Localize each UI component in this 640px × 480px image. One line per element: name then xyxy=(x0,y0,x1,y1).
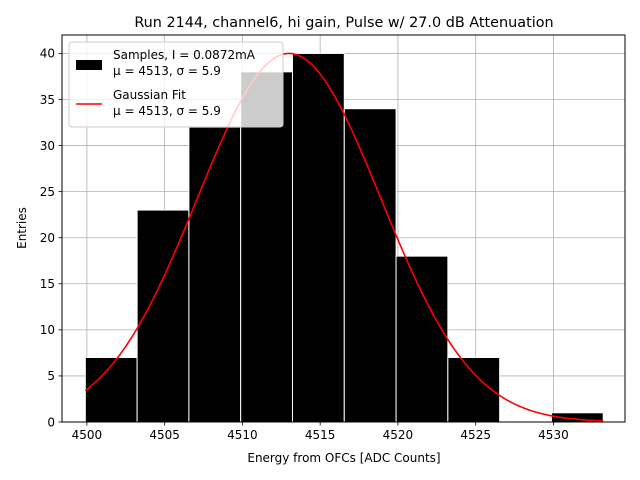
y-tick-label: 35 xyxy=(40,93,55,107)
fit-curve-group xyxy=(84,52,604,422)
histogram-bar xyxy=(240,71,293,423)
y-tick-label: 40 xyxy=(40,47,55,61)
histogram-bar xyxy=(188,126,242,423)
x-tick-label: 4520 xyxy=(383,428,414,442)
x-tick-label: 4510 xyxy=(227,428,258,442)
histogram-bar xyxy=(343,108,397,423)
legend-histogram-stats: μ = 4513, σ = 5.9 xyxy=(113,64,221,78)
y-tick-label: 15 xyxy=(40,277,55,291)
plot-frame xyxy=(61,34,626,423)
x-axis-label: Energy from OFCs [ADC Counts] xyxy=(247,451,440,465)
y-tick-label: 20 xyxy=(40,231,55,245)
x-tick-label: 4500 xyxy=(72,428,103,442)
histogram-bar xyxy=(291,52,345,423)
legend: Samples, I = 0.0872mA μ = 4513, σ = 5.9 … xyxy=(68,41,284,128)
x-tick-label: 4530 xyxy=(538,428,569,442)
x-tick-label: 4505 xyxy=(149,428,180,442)
x-axis-ticks: 4500 4505 4510 4515 4520 4525 4530 xyxy=(72,422,569,442)
legend-histogram-label: Samples, I = 0.0872mA xyxy=(113,48,256,62)
legend-histogram-swatch xyxy=(76,60,102,70)
gaussian-fit-line xyxy=(84,52,604,422)
y-tick-label: 5 xyxy=(47,369,55,383)
y-tick-label: 30 xyxy=(40,139,55,153)
y-tick-label: 25 xyxy=(40,185,55,199)
legend-fit-stats: μ = 4513, σ = 5.9 xyxy=(113,104,221,118)
x-tick-label: 4515 xyxy=(305,428,336,442)
chart-title: Run 2144, channel6, hi gain, Pulse w/ 27… xyxy=(134,15,553,31)
y-axis-ticks: 0 5 10 15 20 25 30 35 40 xyxy=(40,47,62,429)
y-axis-label: Entries xyxy=(15,207,29,249)
legend-box xyxy=(68,41,284,128)
histogram-bar xyxy=(84,357,138,423)
histogram-bars xyxy=(84,52,604,423)
legend-fit-label: Gaussian Fit xyxy=(113,88,186,102)
histogram-bar xyxy=(395,255,449,423)
histogram-bar xyxy=(136,209,190,423)
y-tick-label: 0 xyxy=(47,415,55,429)
y-tick-label: 10 xyxy=(40,323,55,337)
x-tick-label: 4525 xyxy=(460,428,491,442)
